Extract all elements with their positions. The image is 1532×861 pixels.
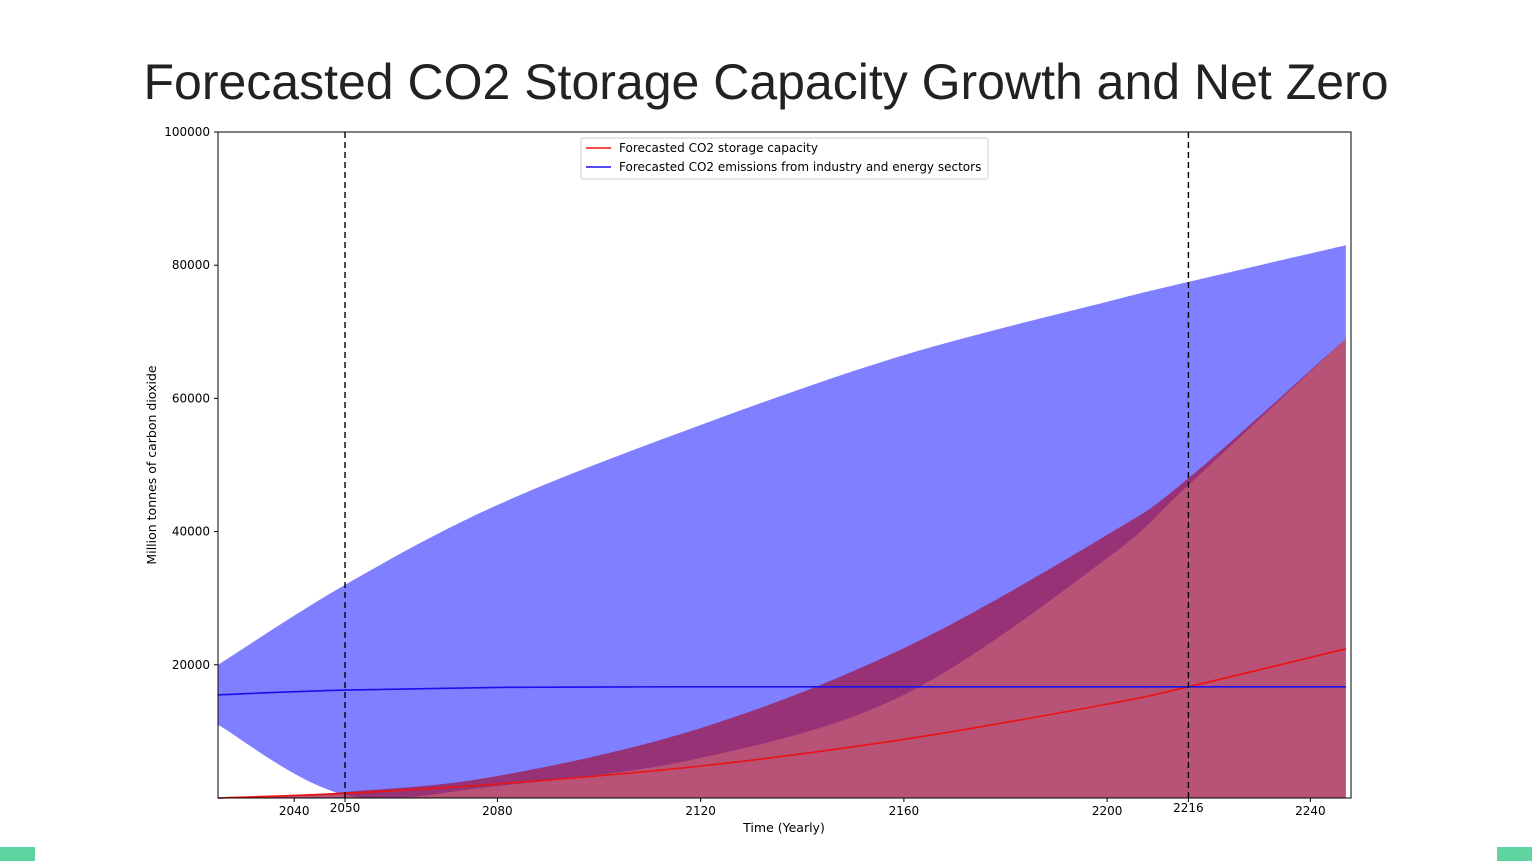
legend: Forecasted CO2 storage capacity Forecast…: [580, 137, 989, 180]
y-tick-label: 20000: [172, 658, 210, 672]
x-tick-label: 2160: [889, 804, 920, 818]
x-axis-title: Time (Yearly): [742, 820, 825, 835]
storage-line: [217, 648, 1347, 799]
y-tick-label: 40000: [172, 525, 210, 539]
reference-lines: [344, 132, 1190, 798]
x-tick-label: 2200: [1092, 804, 1123, 818]
emissions-line: [217, 685, 1346, 696]
x-tick-label: 2040: [279, 804, 310, 818]
y-axis-title: Million tonnes of carbon dioxide: [144, 365, 159, 564]
corner-accent-right: [1497, 847, 1532, 861]
legend-label-emissions: Forecasted CO2 emissions from industry a…: [619, 160, 981, 174]
x-tick-label: 2050: [330, 801, 361, 815]
x-tick-label: 2216: [1173, 801, 1204, 815]
emissions-band: [218, 245, 1346, 799]
slide-title: Forecasted CO2 Storage Capacity Growth a…: [143, 54, 1389, 110]
y-tick-label: 100000: [164, 125, 210, 139]
legend-box: [580, 137, 989, 180]
y-tick-label: 80000: [172, 258, 210, 272]
legend-label-storage: Forecasted CO2 storage capacity: [619, 141, 818, 155]
y-tick-label: 60000: [172, 391, 210, 405]
x-tick-label: 2120: [685, 804, 716, 818]
storage-band: [218, 338, 1346, 798]
x-tick-label: 2240: [1295, 804, 1326, 818]
series-lines: [217, 648, 1347, 799]
plot-frame: [217, 131, 1352, 799]
confidence-bands: [218, 245, 1346, 799]
x-tick-label: 2080: [482, 804, 513, 818]
y-axis: 20000 40000 60000 80000 100000: [164, 125, 218, 672]
x-axis: 2040 2050 2080 2120 2160 2200 2216 2240: [279, 798, 1326, 818]
corner-accent-left: [0, 847, 35, 861]
